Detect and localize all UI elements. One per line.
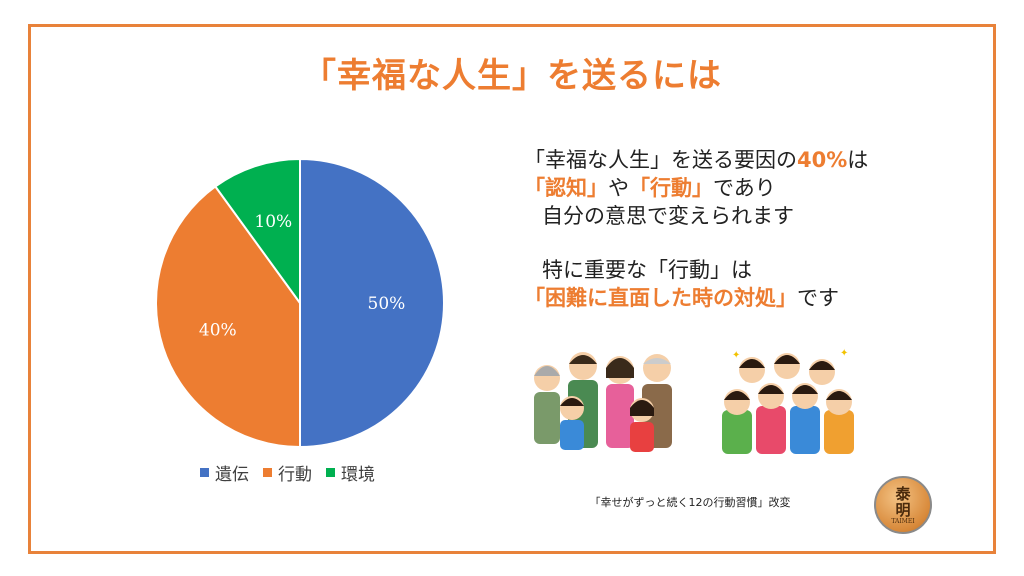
text-line-1-c: は bbox=[847, 148, 869, 172]
legend-item-1: 遺伝 bbox=[200, 460, 249, 485]
pie-slice-2 bbox=[155, 185, 301, 449]
chart-legend: 遺伝 行動 環境 bbox=[200, 460, 400, 485]
logo-char-1: 泰 bbox=[895, 484, 911, 503]
pie-data-label-2: 40% bbox=[199, 321, 237, 341]
explanation-text: 「幸福な人生」を送る要因の40%は 「認知」や「行動」であり 自分の意思で変えら… bbox=[524, 146, 944, 312]
svg-text:✦: ✦ bbox=[840, 348, 848, 359]
text-line-2-action: 「行動」 bbox=[629, 176, 713, 200]
logo-subtext: TAIMEI bbox=[891, 517, 915, 525]
pie-slice-3 bbox=[213, 157, 301, 307]
legend-label-2: 行動 bbox=[278, 465, 312, 485]
legend-swatch-3 bbox=[326, 468, 335, 477]
text-line-4: 特に重要な「行動」は bbox=[542, 258, 752, 282]
text-line-5-highlight: 「困難に直面した時の対処」 bbox=[524, 286, 797, 310]
text-line-2-d: であり bbox=[713, 176, 776, 200]
text-line-5-b: です bbox=[797, 286, 839, 310]
legend-swatch-2 bbox=[263, 468, 272, 477]
legend-item-3: 環境 bbox=[326, 460, 375, 485]
legend-label-1: 遺伝 bbox=[215, 465, 249, 485]
text-line-2-b: や bbox=[608, 176, 629, 200]
legend-swatch-1 bbox=[200, 468, 209, 477]
text-line-1: 「幸福な人生」を送る要因の40%は bbox=[524, 146, 944, 174]
pie-slice-1 bbox=[299, 157, 445, 449]
logo-char-2: 明 bbox=[895, 500, 911, 519]
children-illustration: ✦ ✦ bbox=[722, 348, 854, 454]
pie-data-label-3: 10% bbox=[254, 212, 292, 232]
pie-chart: 50% 40% 10% bbox=[155, 157, 445, 449]
legend-label-3: 環境 bbox=[341, 465, 375, 485]
text-line-1-a: 「幸福な人生」を送る要因の bbox=[524, 148, 797, 172]
family-illustration bbox=[534, 352, 672, 452]
source-caption: 「幸せがずっと続く12の行動習慣」改変 bbox=[589, 496, 791, 509]
text-line-2-cognition: 「認知」 bbox=[524, 176, 608, 200]
legend-item-2: 行動 bbox=[263, 460, 312, 485]
pie-data-label-1: 50% bbox=[368, 294, 406, 314]
text-line-5: 「困難に直面した時の対処」です bbox=[524, 284, 944, 312]
taimei-logo: 泰 明 TAIMEI bbox=[874, 476, 932, 534]
slide-title: 「幸福な人生」を送るには bbox=[302, 56, 722, 96]
text-line-1-highlight: 40% bbox=[797, 148, 848, 172]
svg-text:✦: ✦ bbox=[732, 350, 740, 361]
text-line-3: 自分の意思で変えられます bbox=[542, 204, 794, 228]
text-line-2: 「認知」や「行動」であり bbox=[524, 174, 944, 202]
